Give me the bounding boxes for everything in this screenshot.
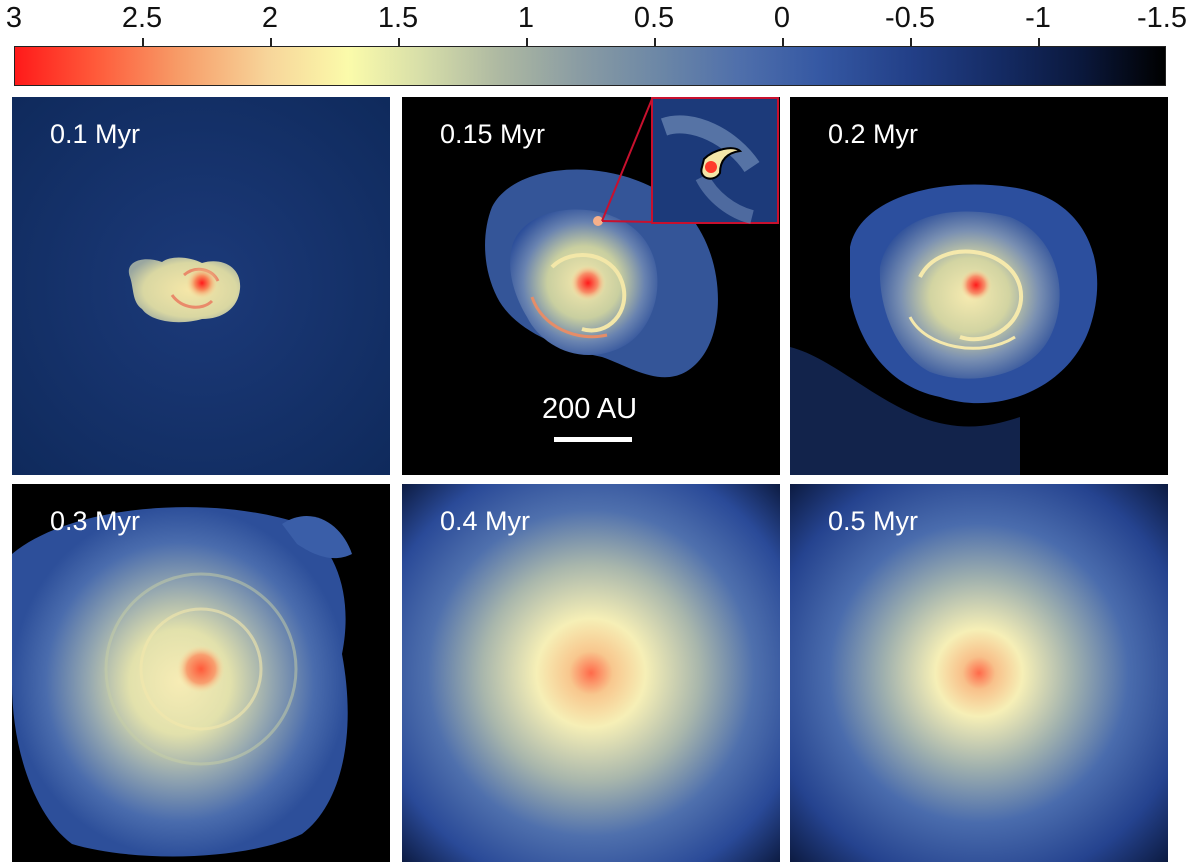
- colorbar-tick-mark: [142, 38, 144, 46]
- disk-image: [485, 97, 779, 378]
- panel-time-label: 0.4 Myr: [440, 506, 531, 536]
- colorbar-tick-mark: [654, 38, 656, 46]
- colorbar-tick-label: 3: [5, 2, 23, 34]
- colorbar-tick-label: -0.5: [885, 2, 935, 34]
- snapshot-panel-0-3-myr: 0.3 Myr: [12, 484, 390, 862]
- colorbar-legend: 3 2.5 2 1.5 1 0.5 0 -0.5 -1 -1.5: [0, 0, 1200, 96]
- colorbar-tick-label: 0: [773, 2, 791, 34]
- disk-image: [790, 184, 1098, 475]
- panel-time-label: 0.15 Myr: [440, 119, 546, 149]
- panel-time-label: 0.5 Myr: [828, 506, 919, 536]
- disk-image: [12, 97, 390, 475]
- disk-image: [790, 484, 1168, 862]
- snapshot-panel-0-1-myr: 0.1 Myr: [12, 97, 390, 475]
- scale-bar-label: 200 AU: [542, 393, 638, 425]
- disk-image: [12, 507, 352, 857]
- snapshot-panel-0-15-myr: 0.15 Myr 200 AU: [402, 97, 780, 475]
- colorbar-tick-mark: [270, 38, 272, 46]
- colorbar-ticks: 3 2.5 2 1.5 1 0.5 0 -0.5 -1 -1.5: [0, 0, 1200, 48]
- colorbar-tick-label: 1: [517, 2, 535, 34]
- colorbar-gradient: [14, 46, 1166, 86]
- snapshot-panel-0-4-myr: 0.4 Myr: [402, 484, 780, 862]
- colorbar-tick-label: -1: [1025, 2, 1051, 34]
- colorbar-tick-label: 0.5: [633, 2, 675, 34]
- colorbar-tick-mark: [782, 38, 784, 46]
- panel-time-label: 0.2 Myr: [828, 119, 919, 149]
- disk-image: [402, 484, 780, 862]
- colorbar-tick-mark: [526, 38, 528, 46]
- colorbar-tick-mark: [1038, 38, 1040, 46]
- colorbar-tick-label: 2: [261, 2, 279, 34]
- snapshot-panel-0-2-myr: 0.2 Myr: [790, 97, 1168, 475]
- colorbar-tick-label: -1.5: [1137, 2, 1187, 34]
- colorbar-tick-label: 2.5: [121, 2, 163, 34]
- colorbar-tick-label: 1.5: [377, 2, 419, 34]
- colorbar-tick-mark: [398, 38, 400, 46]
- colorbar-tick-mark: [910, 38, 912, 46]
- snapshot-panel-0-5-myr: 0.5 Myr: [790, 484, 1168, 862]
- panel-time-label: 0.1 Myr: [50, 119, 141, 149]
- scale-bar: [554, 437, 632, 442]
- panel-time-label: 0.3 Myr: [50, 506, 141, 536]
